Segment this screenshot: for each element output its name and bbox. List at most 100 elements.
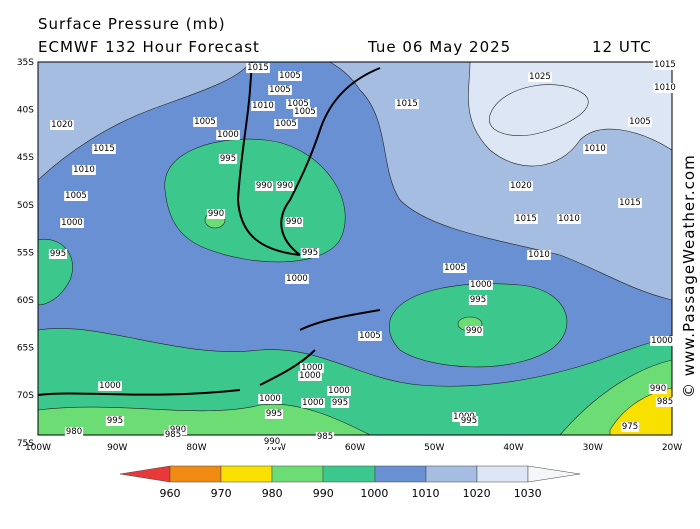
label-bg [650, 336, 674, 346]
label-bg [274, 119, 298, 129]
lat-label: 50S [17, 201, 34, 211]
lat-axis: 35S 40S 45S 50S 55S 60S 65S 70S 75S [17, 58, 34, 449]
contour-label: 1005 [444, 263, 466, 273]
colorbar: 960 970 980 990 1000 1010 1020 1030 [119, 465, 581, 500]
label-bg [327, 386, 351, 396]
colorbar-label: 970 [211, 487, 232, 500]
contour-label: 1000 [302, 398, 324, 408]
contour-label: 1000 [286, 274, 308, 284]
label-bg [655, 397, 675, 407]
label-bg [246, 63, 270, 73]
label-bg [528, 72, 552, 82]
lat-label: 45S [17, 153, 34, 163]
label-bg [459, 416, 479, 426]
contour-label: 1005 [287, 99, 309, 109]
label-bg [285, 274, 309, 284]
lon-axis: 100W 90W 80W 70W 60W 50W 40W 30W 20W [25, 443, 682, 453]
contour-label: 1000 [301, 363, 323, 373]
label-bg [557, 214, 581, 224]
contour-label: 995 [302, 248, 318, 258]
colorbar-label: 1030 [514, 487, 542, 500]
date: Tue 06 May 2025 [367, 38, 511, 56]
colorbar-label: 1010 [412, 487, 440, 500]
contour-label: 1000 [99, 381, 121, 391]
contour-label: 1000 [259, 394, 281, 404]
label-bg [218, 154, 238, 164]
contour-label: 980 [66, 427, 82, 437]
label-bg [72, 165, 96, 175]
label-bg [358, 331, 382, 341]
label-bg [275, 181, 295, 191]
map [38, 62, 672, 435]
lon-label: 70W [266, 443, 286, 453]
contour-label: 1005 [359, 331, 381, 341]
label-bg [278, 71, 302, 81]
contour-label: 1015 [396, 99, 418, 109]
colorbar-label: 960 [160, 487, 181, 500]
contour-label: 1010 [558, 214, 580, 224]
label-bg [50, 120, 74, 130]
label-bg [268, 85, 292, 95]
label-bg [262, 437, 282, 447]
contour-label: 1000 [328, 386, 350, 396]
lat-label: 65S [17, 344, 34, 354]
lon-label: 100W [25, 443, 51, 453]
contour-label: 1015 [619, 198, 641, 208]
label-bg [163, 430, 183, 440]
lat-label: 55S [17, 248, 34, 258]
copyright: © www.PassageWeather.com [680, 154, 698, 398]
label-bg [293, 107, 317, 117]
lat-label: 70S [17, 391, 34, 401]
contour-label: 990 [264, 437, 280, 447]
label-bg [514, 214, 538, 224]
contour-label: 1005 [65, 191, 87, 201]
label-bg [60, 218, 84, 228]
label-bg [92, 144, 116, 154]
label-bg [653, 83, 677, 93]
contour-label: 1010 [654, 83, 676, 93]
label-bg [583, 144, 607, 154]
lon-label: 90W [107, 443, 127, 453]
contour-label: 1000 [217, 130, 239, 140]
label-bg [286, 99, 310, 109]
contour-label: 985 [165, 430, 181, 440]
contour-label: 995 [220, 154, 236, 164]
contour-label: 990 [650, 384, 666, 394]
label-bg [648, 384, 668, 394]
label-bg [251, 101, 275, 111]
label-bg [620, 422, 640, 432]
contour-label: 1000 [299, 371, 321, 381]
contour-label: 990 [466, 326, 482, 336]
lat-label: 60S [17, 296, 34, 306]
label-bg [298, 371, 322, 381]
contour-label: 1000 [470, 280, 492, 290]
label-bg [64, 427, 84, 437]
contour-label: 1015 [515, 214, 537, 224]
label-bg [469, 280, 493, 290]
colorbar-label: 1020 [463, 487, 491, 500]
label-bg [618, 198, 642, 208]
label-bg [468, 295, 488, 305]
contour-label: 1000 [61, 218, 83, 228]
label-bg [206, 209, 226, 219]
contour-label: 995 [332, 398, 348, 408]
label-bg [300, 248, 320, 258]
lat-label: 40S [17, 106, 34, 116]
contour-label: 995 [470, 295, 486, 305]
contour-label: 975 [622, 422, 638, 432]
contour-label: 985 [317, 432, 333, 442]
colorbar-label: 980 [262, 487, 283, 500]
map-frame [37, 61, 673, 436]
label-bg [258, 394, 282, 404]
colorbar-label: 990 [313, 487, 334, 500]
contour-label: 1005 [275, 119, 297, 129]
contour-label: 1010 [528, 250, 550, 260]
colorbar-label: 1000 [360, 487, 388, 500]
contour-label: 990 [256, 181, 272, 191]
label-bg [653, 60, 677, 70]
contour-label: 990 [286, 217, 302, 227]
label-bg [509, 181, 533, 191]
label-bg [315, 432, 335, 442]
